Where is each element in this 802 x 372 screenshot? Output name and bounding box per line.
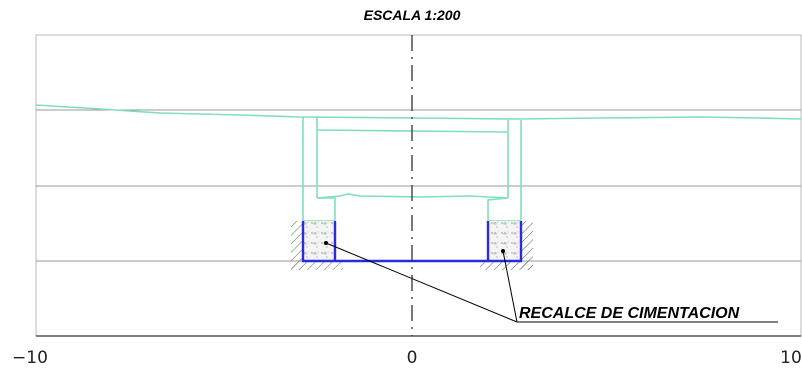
floor-slab-line (316, 193, 509, 199)
x-tick-label: 10 (780, 348, 802, 368)
leader-line-left (325, 242, 518, 323)
right-footing-inner (487, 197, 509, 221)
underpinning-right-concrete (488, 221, 521, 261)
ground-profile-line (35, 104, 802, 120)
x-tick-label: −10 (12, 348, 48, 368)
underpinning-left-concrete (303, 221, 335, 261)
soil-hatch-left (291, 221, 303, 270)
soil-hatch-right (521, 221, 533, 270)
soil-hatch-right-bottom (480, 261, 533, 270)
leader-line-right (502, 250, 518, 323)
soil-hatch-left-bottom (291, 261, 343, 270)
left-footing-inner (317, 197, 336, 221)
leader-dot-left (324, 241, 328, 245)
scale-title: ESCALA 1:200 (364, 7, 461, 23)
callout-label: RECALCE DE CIMENTACION (519, 305, 740, 322)
x-tick-label: 0 (407, 348, 418, 368)
leader-dot-right (501, 249, 505, 253)
